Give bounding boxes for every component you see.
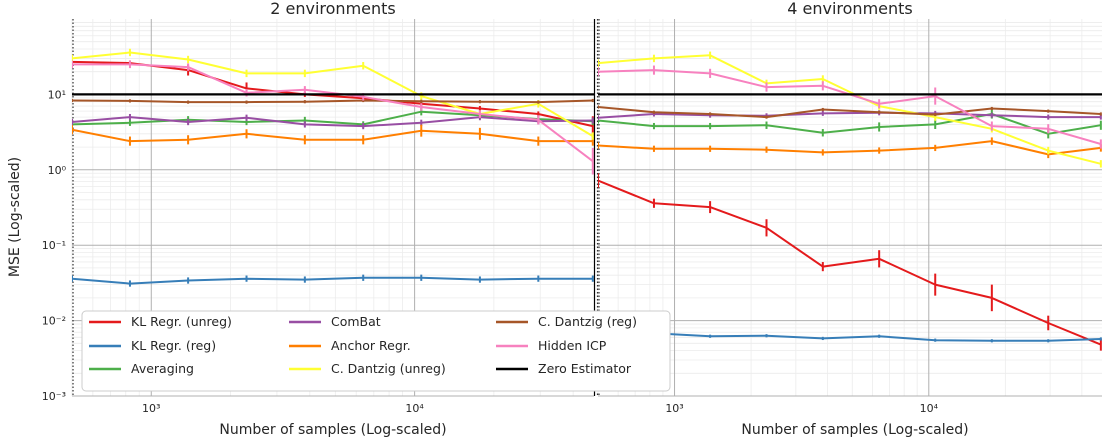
series-anchor-regr (598, 137, 1102, 159)
legend-entry: Anchor Regr. (289, 338, 411, 353)
series-combat (72, 113, 594, 130)
legend-entry: Averaging (89, 361, 194, 376)
panel-title: 4 environments (787, 0, 913, 18)
panel-2: 4 environments 10³ 10⁴ (597, 0, 1102, 415)
y-tick-label: 10⁻³ (42, 390, 66, 403)
series-line (598, 140, 1101, 156)
legend-label: KL Regr. (unreg) (131, 314, 232, 329)
x-tick-label: 10³ (142, 402, 160, 415)
series-hidden-icp (72, 60, 594, 175)
series-line (72, 128, 593, 143)
legend-label: Anchor Regr. (331, 338, 411, 353)
legend-entry: KL Regr. (reg) (89, 338, 216, 353)
series-line (72, 276, 593, 285)
series-combat (598, 110, 1102, 121)
series-c-dantzig-reg (598, 105, 1102, 119)
legend-entry: C. Dantzig (reg) (496, 314, 637, 329)
series-kl-regr-reg (598, 329, 1102, 343)
series-line (598, 113, 1101, 135)
plot-area (72, 48, 594, 287)
legend-entry: KL Regr. (unreg) (89, 314, 232, 329)
series-line (598, 69, 1102, 145)
legend: KL Regr. (unreg) KL Regr. (reg) Averaging C… (81, 310, 671, 392)
x-tick-label: 10³ (665, 402, 683, 415)
y-tick-label: 10¹ (48, 88, 66, 101)
legend-label: C. Dantzig (reg) (538, 314, 637, 329)
x-tick-label: 10⁴ (405, 402, 424, 415)
y-tick-label: 10⁻² (42, 315, 66, 328)
series-line (598, 111, 1101, 119)
grid (597, 19, 1102, 397)
series-line (72, 116, 593, 128)
legend-label: Hidden ICP (538, 338, 607, 353)
legend-entry: C. Dantzig (unreg) (289, 361, 446, 376)
series-line (598, 330, 1101, 342)
series-anchor-regr (72, 124, 594, 146)
plot-area (598, 51, 1102, 351)
y-axis-label: MSE (Log-scaled) (7, 157, 23, 277)
legend-entry: ComBat (289, 314, 381, 329)
y-tick-label: 10⁻¹ (42, 239, 66, 252)
legend-entry: Zero Estimator (496, 361, 632, 376)
y-tick-label: 10⁰ (48, 164, 67, 177)
legend-label: Averaging (131, 361, 194, 376)
x-axis-label-right: Number of samples (Log-scaled) (741, 422, 968, 438)
series-hidden-icp (598, 65, 1102, 149)
x-axis-label-left: Number of samples (Log-scaled) (219, 422, 446, 438)
legend-frame (81, 310, 671, 392)
legend-label: KL Regr. (reg) (131, 338, 216, 353)
series-c-dantzig-reg (72, 98, 594, 104)
legend-label: ComBat (331, 314, 381, 329)
series-line (598, 54, 1102, 165)
legend-label: C. Dantzig (unreg) (331, 361, 446, 376)
x-tick-label: 10⁴ (920, 402, 939, 415)
series-line (598, 106, 1101, 119)
series-kl-regr-reg (72, 274, 594, 287)
series-line (72, 63, 594, 162)
series-line (72, 51, 594, 137)
legend-label: Zero Estimator (538, 361, 632, 376)
panel-title: 2 environments (270, 0, 396, 18)
series-kl-regr-unreg (598, 173, 1102, 351)
series-line (598, 179, 1102, 346)
series-line (72, 99, 593, 104)
legend-entry: Hidden ICP (496, 338, 607, 353)
